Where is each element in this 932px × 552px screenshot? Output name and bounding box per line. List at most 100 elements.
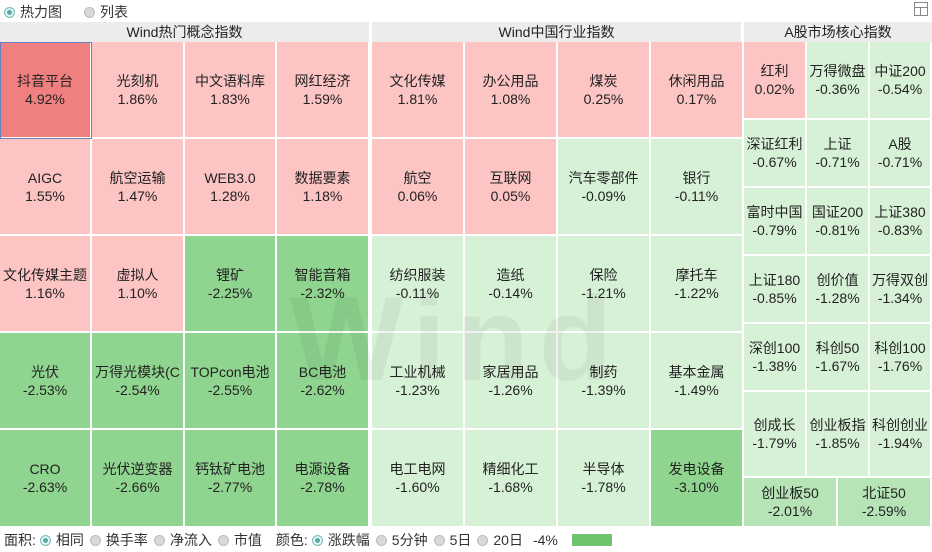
- area-option-marketcap[interactable]: 市值: [217, 530, 262, 550]
- heatmap-tile[interactable]: BC电池 -2.62%: [277, 333, 370, 430]
- heatmap-tile[interactable]: 光伏逆变器 -2.66%: [92, 430, 185, 528]
- heatmap-tile[interactable]: 保险 -1.21%: [558, 236, 651, 333]
- heatmap-tile[interactable]: 锂矿 -2.25%: [185, 236, 277, 333]
- tile-name: 深创100: [748, 340, 801, 356]
- heatmap-tile[interactable]: 上证 -0.71%: [807, 120, 870, 188]
- heatmap-tile[interactable]: WEB3.0 1.28%: [185, 139, 277, 236]
- list-tab[interactable]: 列表: [84, 2, 128, 22]
- heatmap-tile[interactable]: TOPcon电池 -2.55%: [185, 333, 277, 430]
- heatmap-tile[interactable]: 深创100 -1.38%: [744, 324, 807, 392]
- tile-name: 航空: [403, 169, 432, 186]
- heatmap-tile[interactable]: 红利 0.02%: [744, 42, 807, 120]
- color-option-5day[interactable]: 5日: [433, 530, 472, 550]
- heatmap-tile[interactable]: 航空 0.06%: [372, 139, 465, 236]
- heatmap-tile[interactable]: 创成长 -1.79%: [744, 392, 807, 478]
- heatmap-tile[interactable]: 摩托车 -1.22%: [651, 236, 744, 333]
- heatmap-tile[interactable]: 半导体 -1.78%: [558, 430, 651, 528]
- tile-name: 保险: [589, 266, 618, 283]
- heatmap-tile[interactable]: 文化传媒 1.81%: [372, 42, 465, 139]
- heatmap-tile[interactable]: 光伏 -2.53%: [0, 333, 92, 430]
- tile-name: 创业板指: [809, 417, 866, 433]
- tile-name: 家居用品: [482, 363, 539, 380]
- heatmap-tile[interactable]: 万得光模块(C -2.54%: [92, 333, 185, 430]
- heatmap-tile[interactable]: 银行 -0.11%: [651, 139, 744, 236]
- heatmap-tile[interactable]: 家居用品 -1.26%: [465, 333, 558, 430]
- heatmap-tile[interactable]: A股 -0.71%: [870, 120, 932, 188]
- tile-change-pct: -1.79%: [752, 435, 797, 451]
- heatmap-tile[interactable]: 创业板指 -1.85%: [807, 392, 870, 478]
- heatmap-tile[interactable]: 纺织服装 -0.11%: [372, 236, 465, 333]
- heatmap-tile[interactable]: 航空运输 1.47%: [92, 139, 185, 236]
- color-option-20day[interactable]: 20日: [477, 530, 523, 550]
- heatmap-tile[interactable]: 智能音箱 -2.32%: [277, 236, 370, 333]
- heatmap-tile[interactable]: 虚拟人 1.10%: [92, 236, 185, 333]
- table-layout-icon[interactable]: [914, 2, 928, 16]
- heatmap-tile[interactable]: 国证200 -0.81%: [807, 188, 870, 256]
- heatmap-tile[interactable]: 创业板50 -2.01%: [744, 478, 838, 528]
- heatmap-tile[interactable]: 造纸 -0.14%: [465, 236, 558, 333]
- tile-change-pct: -0.83%: [877, 222, 923, 238]
- heatmap-tile[interactable]: 文化传媒主题 1.16%: [0, 236, 92, 333]
- heatmap-tile[interactable]: 数据要素 1.18%: [277, 139, 370, 236]
- heatmap-tile[interactable]: 煤炭 0.25%: [558, 42, 651, 139]
- tile-name: 纺织服装: [389, 266, 446, 283]
- heatmap-tile[interactable]: 办公用品 1.08%: [465, 42, 558, 139]
- heatmap-tile[interactable]: 基本金属 -1.49%: [651, 333, 744, 430]
- tile-name: 创成长: [753, 417, 796, 433]
- heatmap-tab[interactable]: 热力图: [4, 2, 62, 22]
- heatmap-tile[interactable]: 上证380 -0.83%: [870, 188, 932, 256]
- heatmap-tile[interactable]: 万得双创 -1.34%: [870, 256, 932, 324]
- tile-change-pct: 0.05%: [490, 187, 531, 204]
- heatmap-tile[interactable]: 发电设备 -3.10%: [651, 430, 744, 528]
- radio-unselected-icon: [375, 534, 387, 546]
- color-option-label: 涨跌幅: [327, 532, 370, 548]
- tile-change-pct: -1.85%: [815, 435, 860, 451]
- radio-unselected-icon: [433, 534, 445, 546]
- radio-unselected-icon: [84, 6, 95, 18]
- tile-name: 电工电网: [389, 461, 446, 477]
- heatmap-tile[interactable]: 富时中国 -0.79%: [744, 188, 807, 256]
- heatmap-tile[interactable]: 工业机械 -1.23%: [372, 333, 465, 430]
- heatmap-tile[interactable]: 精细化工 -1.68%: [465, 430, 558, 528]
- heatmap-tile[interactable]: 制药 -1.39%: [558, 333, 651, 430]
- heatmap-tile[interactable]: 钙钛矿电池 -2.77%: [185, 430, 277, 528]
- tile-change-pct: -2.55%: [207, 381, 253, 398]
- heatmap-tile[interactable]: CRO -2.63%: [0, 430, 92, 528]
- tile-name: 创价值: [816, 272, 859, 288]
- heatmap-tile[interactable]: AIGC 1.55%: [0, 139, 92, 236]
- heatmap-tile[interactable]: 上证180 -0.85%: [744, 256, 807, 324]
- heatmap-tile[interactable]: 电工电网 -1.60%: [372, 430, 465, 528]
- heatmap-tile[interactable]: 休闲用品 0.17%: [651, 42, 744, 139]
- tile-name: 万得光模块(C: [95, 363, 180, 380]
- tile-name: 汽车零部件: [568, 169, 639, 186]
- heatmap-tile[interactable]: 创价值 -1.28%: [807, 256, 870, 324]
- heatmap-tile[interactable]: 中证200 -0.54%: [870, 42, 932, 120]
- heatmap-tile[interactable]: 北证50 -2.59%: [838, 478, 932, 528]
- heatmap-tile[interactable]: 电源设备 -2.78%: [277, 430, 370, 528]
- area-option-same[interactable]: 相同: [39, 530, 84, 550]
- area-option-turnover[interactable]: 换手率: [89, 530, 148, 550]
- tile-change-pct: -1.60%: [395, 479, 440, 495]
- heatmap-tile[interactable]: 科创100 -1.76%: [870, 324, 932, 392]
- heatmap-tile[interactable]: 科创50 -1.67%: [807, 324, 870, 392]
- heatmap-tile[interactable]: 汽车零部件 -0.09%: [558, 139, 651, 236]
- heatmap-tile[interactable]: 抖音平台 4.92%: [0, 42, 92, 139]
- heatmap-tile[interactable]: 互联网 0.05%: [465, 139, 558, 236]
- heatmap-tile[interactable]: 网红经济 1.59%: [277, 42, 370, 139]
- heatmap-tile[interactable]: 深证红利 -0.67%: [744, 120, 807, 188]
- tile-change-pct: -1.67%: [815, 358, 860, 374]
- tile-change-pct: 1.59%: [302, 90, 343, 107]
- tile-change-pct: -0.11%: [395, 284, 440, 301]
- heatmap-tile[interactable]: 科创创业 -1.94%: [870, 392, 932, 478]
- color-option-label: 5日: [449, 532, 472, 548]
- heatmap-tile[interactable]: 万得微盘 -0.36%: [807, 42, 870, 120]
- heatmap-tile[interactable]: 光刻机 1.86%: [92, 42, 185, 139]
- heatmap-tile[interactable]: 中文语料库 1.83%: [185, 42, 277, 139]
- tile-change-pct: -2.53%: [22, 381, 68, 398]
- area-option-netflow[interactable]: 净流入: [153, 530, 212, 550]
- tile-name: 科创创业: [872, 417, 928, 433]
- color-option-change[interactable]: 涨跌幅: [311, 530, 370, 550]
- tile-change-pct: -2.77%: [207, 479, 253, 495]
- color-option-5min[interactable]: 5分钟: [375, 530, 428, 550]
- tile-name: 智能音箱: [294, 266, 351, 283]
